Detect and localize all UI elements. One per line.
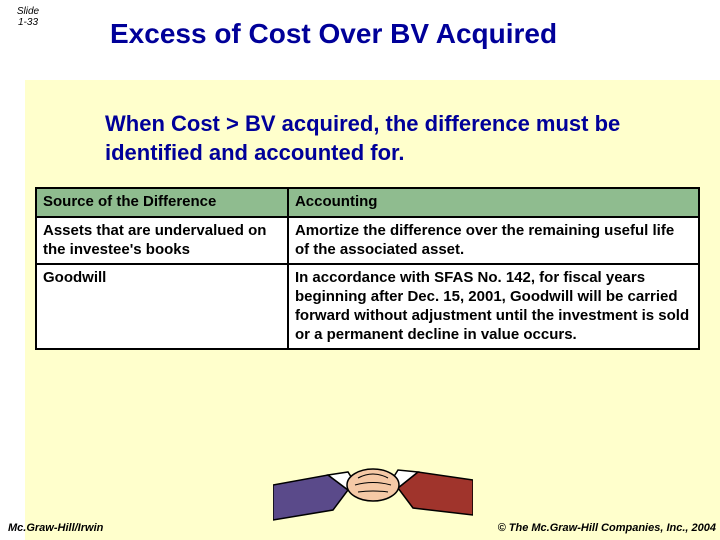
difference-table: Source of the Difference Accounting Asse… bbox=[35, 187, 700, 350]
footer-publisher: Mc.Graw-Hill/Irwin bbox=[8, 522, 103, 534]
table-row: Assets that are undervalued on the inves… bbox=[36, 217, 699, 265]
table-cell: Amortize the difference over the remaini… bbox=[288, 217, 699, 265]
table-header-source: Source of the Difference bbox=[36, 188, 288, 217]
content-area: When Cost > BV acquired, the difference … bbox=[25, 80, 720, 540]
table-cell: In accordance with SFAS No. 142, for fis… bbox=[288, 264, 699, 349]
slide-label-line2: 1-33 bbox=[18, 17, 38, 28]
handshake-icon bbox=[273, 430, 473, 530]
table-row: Goodwill In accordance with SFAS No. 142… bbox=[36, 264, 699, 349]
slide-number-label: Slide 1-33 bbox=[8, 6, 48, 28]
table-header-accounting: Accounting bbox=[288, 188, 699, 217]
footer-copyright: © The Mc.Graw-Hill Companies, Inc., 2004 bbox=[498, 522, 716, 534]
slide-label-line1: Slide bbox=[17, 6, 39, 17]
table-cell: Assets that are undervalued on the inves… bbox=[36, 217, 288, 265]
table-cell: Goodwill bbox=[36, 264, 288, 349]
body-text: When Cost > BV acquired, the difference … bbox=[105, 110, 670, 167]
page-title: Excess of Cost Over BV Acquired bbox=[110, 18, 557, 50]
